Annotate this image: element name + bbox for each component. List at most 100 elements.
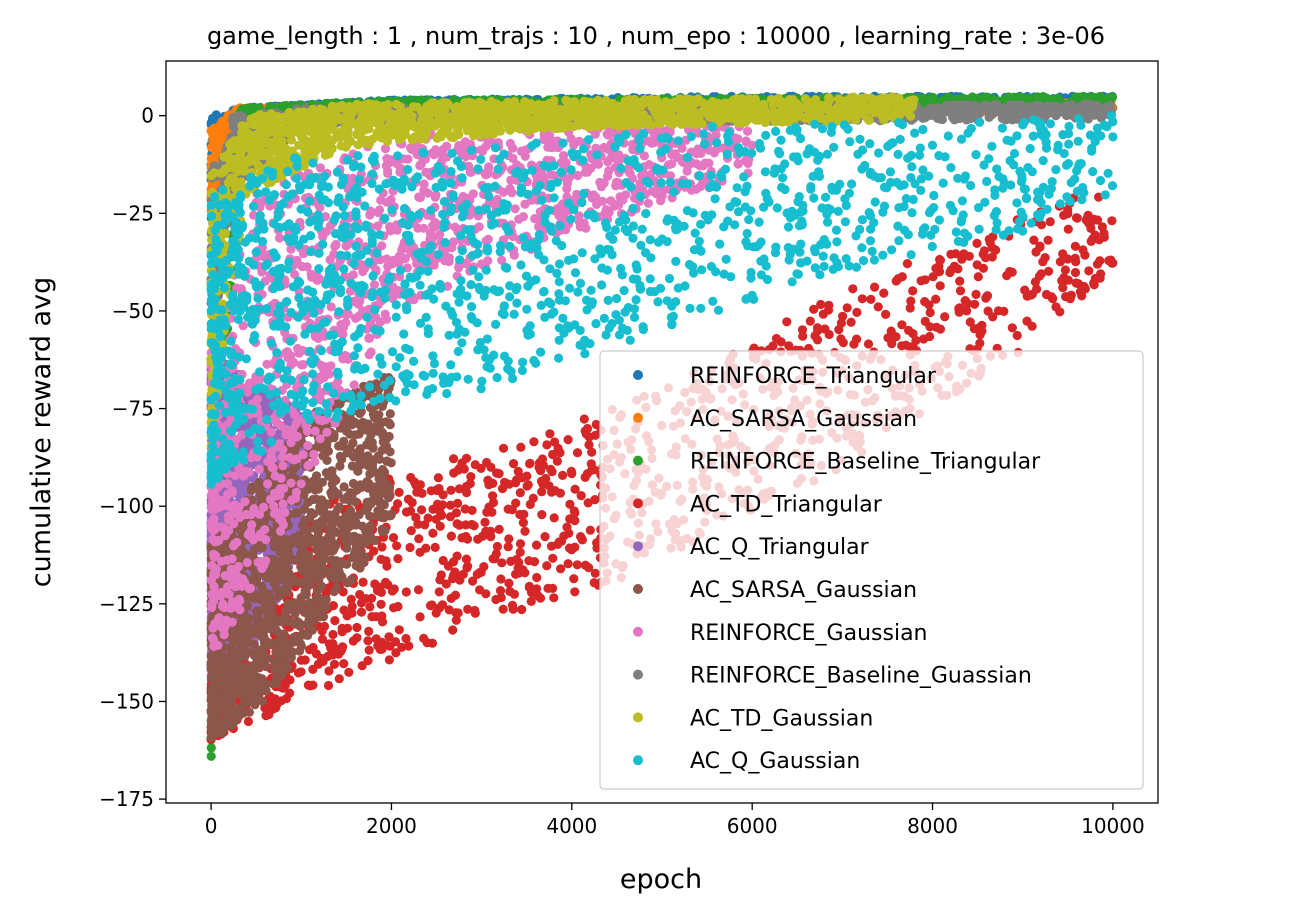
data-point xyxy=(504,578,514,588)
data-point xyxy=(529,437,539,447)
data-point xyxy=(838,338,848,348)
data-point xyxy=(516,442,526,452)
data-point xyxy=(848,284,858,294)
data-point xyxy=(417,505,427,515)
data-point xyxy=(365,602,375,612)
data-point xyxy=(798,331,808,341)
data-point xyxy=(394,487,404,497)
data-point xyxy=(209,140,219,150)
data-point xyxy=(496,574,506,584)
data-point xyxy=(526,596,536,607)
data-point xyxy=(879,288,889,298)
data-point xyxy=(246,103,256,113)
data-point xyxy=(931,294,941,304)
data-point xyxy=(415,612,425,622)
data-point xyxy=(549,513,559,523)
data-point xyxy=(519,509,529,519)
data-point xyxy=(392,541,402,551)
data-point xyxy=(363,636,373,646)
data-point xyxy=(973,272,983,282)
data-point xyxy=(503,542,513,552)
data-point xyxy=(520,526,530,536)
data-point xyxy=(955,286,966,296)
data-point xyxy=(372,585,383,596)
data-point xyxy=(324,666,334,676)
data-point xyxy=(558,470,568,480)
data-point xyxy=(446,485,456,495)
data-point xyxy=(334,674,344,684)
data-point xyxy=(1078,245,1088,255)
data-point xyxy=(782,317,792,327)
data-point xyxy=(935,255,946,265)
data-point xyxy=(824,329,834,340)
data-point xyxy=(1027,321,1037,331)
data-point xyxy=(583,498,593,508)
data-point xyxy=(1084,266,1094,276)
data-point xyxy=(462,534,473,544)
data-point xyxy=(513,466,523,476)
data-point xyxy=(1035,242,1045,252)
data-point xyxy=(572,448,583,458)
chart-title: game_length : 1 , num_trajs : 10 , num_e… xyxy=(207,22,1105,50)
data-point xyxy=(988,312,998,322)
data-point xyxy=(935,281,945,291)
data-point xyxy=(243,716,253,727)
data-point xyxy=(480,517,490,527)
data-point xyxy=(479,562,489,572)
data-point xyxy=(776,337,786,347)
data-point xyxy=(355,589,365,600)
data-point xyxy=(352,633,362,643)
data-point xyxy=(585,525,595,535)
data-point xyxy=(873,302,883,312)
data-point xyxy=(405,542,415,553)
data-point xyxy=(1060,265,1070,275)
data-point xyxy=(816,299,826,310)
data-point xyxy=(206,743,216,753)
data-point xyxy=(570,587,580,597)
data-point xyxy=(549,593,559,603)
data-point xyxy=(852,307,862,317)
data-point xyxy=(1078,91,1088,101)
data-point xyxy=(498,604,508,614)
data-points xyxy=(206,91,1118,761)
data-point xyxy=(330,616,340,626)
data-point xyxy=(1095,92,1105,102)
data-point xyxy=(897,341,907,351)
data-point xyxy=(897,320,907,330)
data-point xyxy=(279,101,289,111)
data-point xyxy=(357,661,367,671)
data-point xyxy=(971,289,981,299)
data-point xyxy=(285,675,295,685)
data-point xyxy=(364,645,374,655)
data-point xyxy=(448,625,458,635)
data-point xyxy=(1043,235,1053,245)
data-point xyxy=(967,92,978,102)
data-point xyxy=(916,94,926,104)
data-point xyxy=(515,539,526,549)
data-point xyxy=(206,751,216,761)
data-point xyxy=(570,516,580,526)
data-point xyxy=(413,585,424,595)
data-point xyxy=(572,560,582,570)
data-point xyxy=(515,488,525,498)
data-point xyxy=(393,554,403,564)
data-point xyxy=(863,339,874,349)
data-point xyxy=(517,604,527,615)
data-point xyxy=(569,574,579,584)
data-point xyxy=(449,454,459,464)
data-point xyxy=(352,622,362,633)
data-point xyxy=(955,276,965,286)
data-point xyxy=(1107,92,1117,102)
data-point xyxy=(504,534,514,544)
data-point xyxy=(328,629,338,640)
data-point xyxy=(836,318,847,328)
data-point xyxy=(207,128,217,138)
data-point xyxy=(1107,216,1117,226)
data-point xyxy=(435,521,445,531)
data-point xyxy=(475,585,485,595)
data-point xyxy=(805,316,815,326)
data-point xyxy=(548,583,558,594)
data-point xyxy=(494,524,504,535)
data-point xyxy=(866,294,876,304)
